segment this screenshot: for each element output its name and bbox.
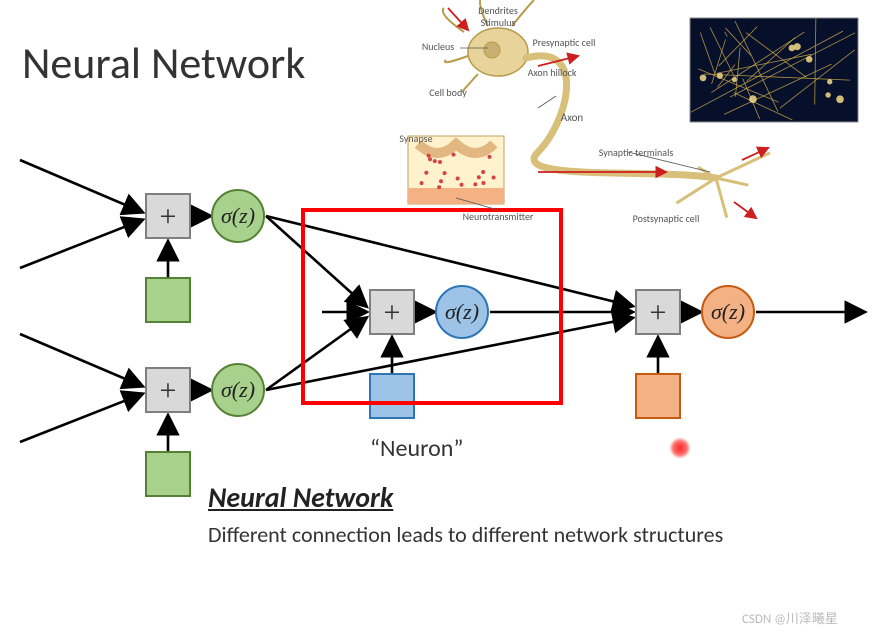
dendrite — [443, 8, 464, 32]
bio-label: Synapse — [399, 132, 432, 145]
bio-label: Postsynaptic cell — [633, 212, 700, 225]
arrow — [20, 334, 142, 386]
neuron-unit-u4: + σ(z) — [636, 286, 754, 418]
plus-label: + — [650, 296, 667, 329]
laser-pointer-dot — [669, 437, 691, 459]
bio-label: Neurotransmitter — [463, 210, 534, 223]
neurotransmitter-dot — [460, 183, 464, 187]
synaptic-terminal — [676, 178, 716, 203]
neurotransmitter-dot — [433, 159, 437, 163]
sigma-label: σ(z) — [221, 377, 255, 402]
neuron-unit-u1: + σ(z) — [146, 190, 264, 322]
neurotransmitter-dot — [481, 181, 485, 185]
neurotransmitter-dot — [477, 175, 481, 179]
sigma-label: σ(z) — [445, 299, 479, 324]
neurotransmitter-dot — [452, 153, 456, 157]
plus-label: + — [160, 374, 177, 407]
subtitle: Neural Network — [208, 480, 393, 515]
neurotransmitter-dot — [428, 157, 432, 161]
bio-label: Synaptic terminals — [599, 146, 674, 159]
neurotransmitter-dot — [424, 171, 428, 175]
bio-label: Cell body — [429, 86, 467, 99]
neurotransmitter-dot — [420, 181, 424, 185]
neuron-unit-u2: + σ(z) — [146, 364, 264, 496]
neurotransmitter-dot — [443, 171, 447, 175]
synaptic-terminal — [716, 178, 727, 218]
neuron-caption: “Neuron” — [370, 434, 463, 463]
dendrite — [445, 56, 468, 62]
biology-neuron-illustration: DendritesStimulusNucleusCell bodyPresyna… — [399, 0, 858, 225]
neurotransmitter-dot — [437, 185, 441, 189]
body-text: Different connection leads to different … — [208, 520, 768, 550]
microscopy-image — [690, 18, 858, 122]
bias-node — [146, 452, 190, 496]
bio-label: Presynaptic cell — [533, 36, 596, 49]
neurotransmitter-dot — [427, 154, 431, 158]
synaptic-terminal — [716, 153, 770, 178]
neurotransmitter-dot — [481, 170, 485, 174]
synaptic-terminal — [716, 178, 748, 185]
watermark: CSDN @川泽曦星 — [742, 608, 838, 627]
neuron-unit-u3: + σ(z) — [370, 286, 488, 418]
bio-label: Axon — [561, 111, 584, 124]
neurotransmitter-dot — [492, 175, 496, 179]
bias-node — [370, 374, 414, 418]
neurotransmitter-dot — [438, 160, 442, 164]
arrow — [20, 394, 142, 442]
bias-node — [146, 278, 190, 322]
nucleus-shape — [484, 42, 500, 58]
sigma-label: σ(z) — [711, 299, 745, 324]
bias-node — [636, 374, 680, 418]
arrow — [20, 160, 142, 212]
signal-arrow — [734, 202, 756, 218]
neurotransmitter-dot — [456, 177, 460, 181]
plus-label: + — [160, 200, 177, 233]
neurotransmitter-dot — [487, 155, 491, 159]
bio-label: Stimulus — [481, 16, 516, 29]
arrow — [20, 220, 142, 268]
bio-label: Axon hillock — [528, 66, 577, 79]
postsynaptic-membrane — [408, 188, 504, 204]
neurotransmitter-dot — [473, 182, 477, 186]
sigma-label: σ(z) — [221, 203, 255, 228]
plus-label: + — [384, 296, 401, 329]
bio-label: Nucleus — [422, 40, 454, 53]
neurotransmitter-dot — [439, 179, 443, 183]
